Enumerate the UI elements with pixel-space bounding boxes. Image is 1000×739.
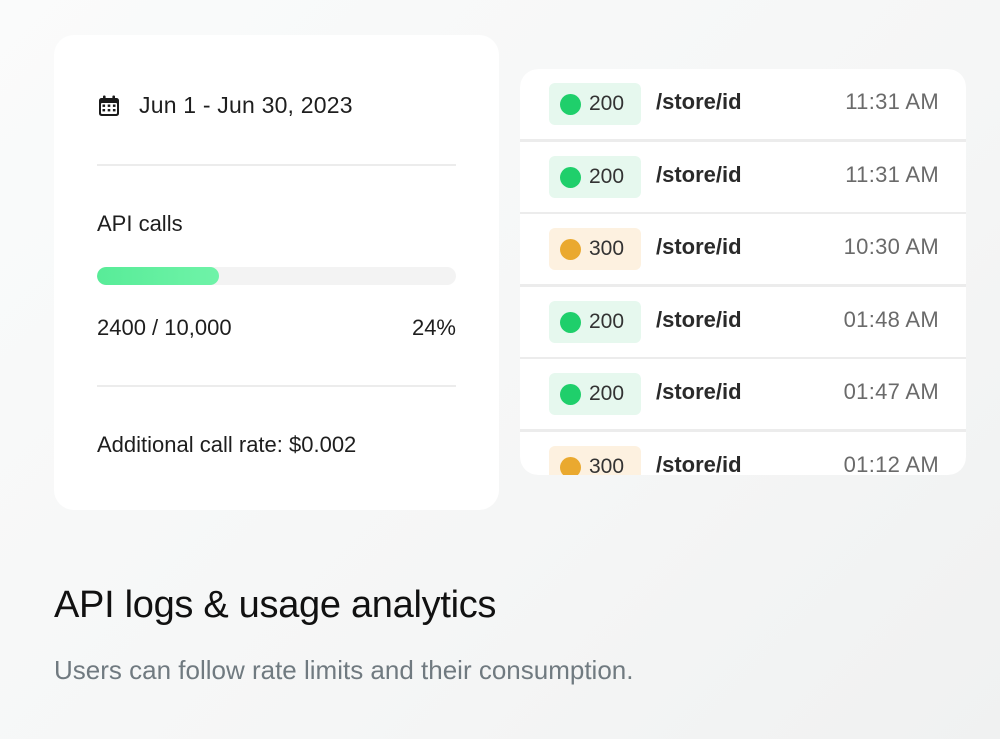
log-path: /store/id — [656, 234, 742, 259]
status-dot-icon — [560, 311, 581, 333]
usage-count: 2400 / 10,000 — [97, 315, 232, 340]
status-dot-icon — [560, 166, 581, 188]
divider — [97, 385, 456, 387]
status-code: 300 — [589, 455, 625, 475]
log-time: 10:30 AM — [843, 234, 939, 259]
status-code: 200 — [589, 382, 625, 405]
additional-call-rate: Additional call rate: $0.002 — [97, 432, 357, 457]
status-badge: 200 — [549, 373, 641, 415]
log-time: 01:47 AM — [843, 379, 939, 404]
status-badge: 200 — [549, 156, 641, 198]
status-code: 200 — [589, 310, 625, 333]
log-row[interactable]: 200 /store/id 11:31 AM — [520, 69, 966, 139]
log-path: /store/id — [656, 307, 742, 332]
status-badge: 300 — [549, 446, 641, 475]
usage-percent: 24% — [411, 315, 456, 340]
status-dot-icon — [560, 93, 581, 115]
status-dot-icon — [560, 456, 581, 475]
period-text: Jun 1 - Jun 30, 2023 — [139, 92, 353, 118]
log-path: /store/id — [656, 162, 742, 187]
log-path: /store/id — [656, 89, 742, 114]
status-code: 200 — [589, 92, 625, 115]
log-row[interactable]: 300 /store/id 01:12 AM — [520, 432, 966, 475]
status-badge: 200 — [549, 301, 641, 343]
log-time: 01:12 AM — [843, 452, 939, 475]
log-row[interactable]: 200 /store/id 01:47 AM — [520, 359, 966, 429]
status-code: 200 — [589, 165, 625, 188]
status-dot-icon — [560, 238, 581, 260]
log-time: 01:48 AM — [843, 307, 939, 332]
status-badge: 300 — [549, 228, 641, 270]
log-row[interactable]: 300 /store/id 10:30 AM — [520, 214, 966, 284]
section-title: API logs & usage analytics — [54, 584, 497, 626]
log-row[interactable]: 200 /store/id 01:48 AM — [520, 287, 966, 357]
api-calls-label: API calls — [97, 211, 183, 236]
log-path: /store/id — [656, 379, 742, 404]
billing-period[interactable]: Jun 1 - Jun 30, 2023 — [97, 92, 353, 119]
log-time: 11:31 AM — [845, 162, 939, 187]
log-path: /store/id — [656, 452, 742, 475]
usage-progress-fill — [97, 267, 220, 285]
usage-card: Jun 1 - Jun 30, 2023 API calls 2400 / 10… — [54, 35, 499, 510]
status-dot-icon — [560, 383, 581, 405]
divider — [97, 164, 456, 166]
section-subtitle: Users can follow rate limits and their c… — [54, 655, 634, 685]
usage-progress-bar — [97, 267, 456, 285]
api-logs-list[interactable]: 200 /store/id 11:31 AM 200 /store/id 11:… — [520, 69, 966, 475]
log-time: 11:31 AM — [845, 89, 939, 114]
log-row[interactable]: 200 /store/id 11:31 AM — [520, 142, 966, 212]
status-code: 300 — [589, 237, 625, 260]
status-badge: 200 — [549, 83, 641, 125]
calendar-icon — [97, 94, 121, 118]
